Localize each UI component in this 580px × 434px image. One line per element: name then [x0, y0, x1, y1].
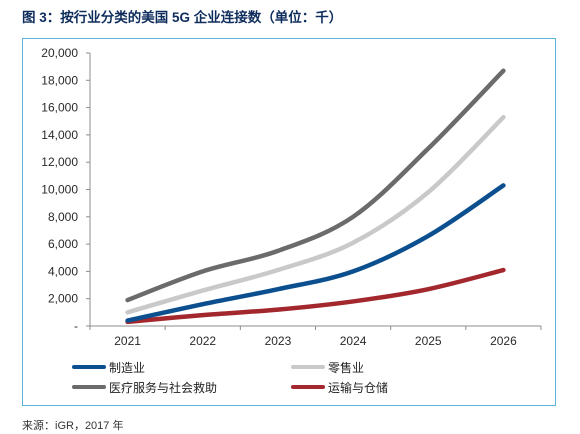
x-tick-label: 2026 — [490, 334, 517, 348]
y-tick-label: 14,000 — [41, 128, 78, 142]
legend-label-transport: 运输与仓储 — [328, 380, 389, 395]
y-tick-label: 16,000 — [41, 101, 78, 115]
y-tick-label: 18,000 — [41, 73, 78, 87]
x-tick-label: 2025 — [415, 334, 442, 348]
series-line-2 — [125, 68, 506, 303]
legend-item-transport: 运输与仓储 — [291, 379, 388, 395]
y-tick-label: 8,000 — [48, 210, 78, 224]
source-note: 来源：iGR，2017 年 — [22, 420, 124, 432]
legend-label-healthcare: 医疗服务与社会救助 — [109, 380, 218, 395]
y-tick-label: 12,000 — [41, 155, 78, 169]
legend-item-retail: 零售业 — [291, 359, 364, 375]
y-tick-label: - — [74, 319, 78, 333]
series-line-0 — [125, 183, 506, 323]
x-tick-label: 2021 — [114, 334, 141, 348]
y-tick-label: 10,000 — [41, 183, 78, 197]
legend-label-manufacturing: 制造业 — [109, 360, 146, 375]
series-line-1 — [125, 114, 506, 315]
series-line-3 — [125, 267, 506, 325]
y-tick-label: 2,000 — [48, 292, 78, 306]
legend-label-retail: 零售业 — [328, 360, 365, 375]
legend-item-manufacturing: 制造业 — [72, 359, 145, 375]
y-tick-label: 6,000 — [48, 237, 78, 251]
x-tick-label: 2022 — [189, 334, 216, 348]
legend-swatch-retail — [291, 365, 325, 369]
chart-title: 图 3：按行业分类的美国 5G 企业连接数（单位：千） — [22, 10, 343, 25]
x-tick-label: 2024 — [340, 334, 367, 348]
legend-swatch-manufacturing — [72, 365, 106, 369]
legend-swatch-transport — [291, 385, 325, 389]
x-tick-label: 2023 — [265, 334, 292, 348]
y-tick-label: 20,000 — [41, 46, 78, 60]
chart-frame — [22, 38, 556, 406]
legend-item-healthcare: 医疗服务与社会救助 — [72, 379, 217, 395]
legend-swatch-healthcare — [72, 385, 106, 389]
y-tick-label: 4,000 — [48, 264, 78, 278]
